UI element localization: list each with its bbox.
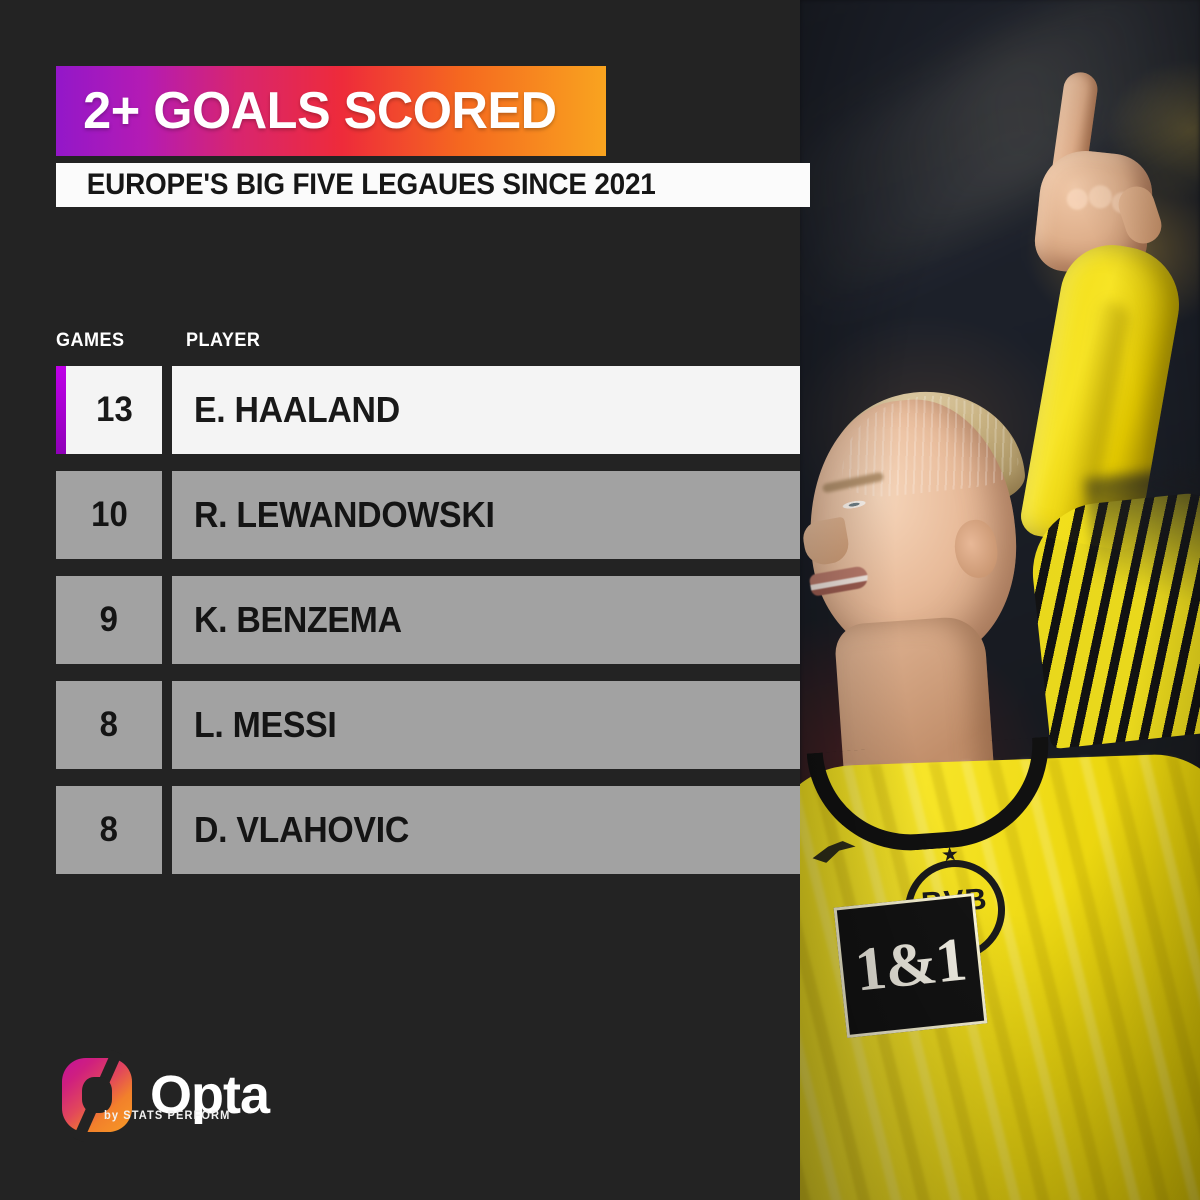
column-header-games: GAMES — [56, 330, 125, 351]
brand-name: Opta — [150, 1065, 270, 1125]
row-accent-bar — [56, 366, 66, 454]
subtitle-banner: EUROPE'S BIG FIVE LEGAUES SINCE 2021 — [56, 163, 810, 207]
row-games-value: 8 — [56, 681, 162, 769]
brand-tagline: by STATS PERFORM — [104, 1108, 231, 1122]
page-title: 2+ GOALS SCORED — [83, 82, 557, 140]
column-header-player: PLAYER — [186, 330, 261, 351]
row-player-name: R. LEWANDOWSKI — [172, 471, 800, 559]
player-photo: ★ BVB 09 1&1 — [800, 0, 1200, 1200]
row-player-name: D. VLAHOVIC — [172, 786, 800, 874]
row-player-name: K. BENZEMA — [172, 576, 800, 664]
table-row[interactable]: 13 E. HAALAND — [0, 366, 820, 454]
row-games-value: 9 — [56, 576, 162, 664]
table-row[interactable]: 9 K. BENZEMA — [0, 576, 820, 664]
table-row[interactable]: 8 D. VLAHOVIC — [0, 786, 820, 874]
table-row[interactable]: 10 R. LEWANDOWSKI — [0, 471, 820, 559]
table-column-headers: GAMES PLAYER — [0, 330, 800, 356]
page-subtitle: EUROPE'S BIG FIVE LEGAUES SINCE 2021 — [86, 168, 656, 201]
shirt-sponsor-logo: 1&1 — [833, 892, 988, 1039]
row-games-value: 8 — [56, 786, 162, 874]
table-row[interactable]: 8 L. MESSI — [0, 681, 820, 769]
row-games-value: 10 — [56, 471, 162, 559]
title-banner: 2+ GOALS SCORED — [56, 66, 606, 156]
row-player-name: E. HAALAND — [172, 366, 800, 454]
opta-hole — [82, 1077, 112, 1113]
opta-logo: Opta by STATS PERFORM — [62, 1049, 270, 1143]
opta-mark-icon — [62, 1049, 132, 1143]
row-player-name: L. MESSI — [172, 681, 800, 769]
row-games-value: 13 — [66, 366, 162, 454]
leaderboard-table: 13 E. HAALAND 10 R. LEWANDOWSKI 9 K. BEN… — [0, 366, 820, 891]
